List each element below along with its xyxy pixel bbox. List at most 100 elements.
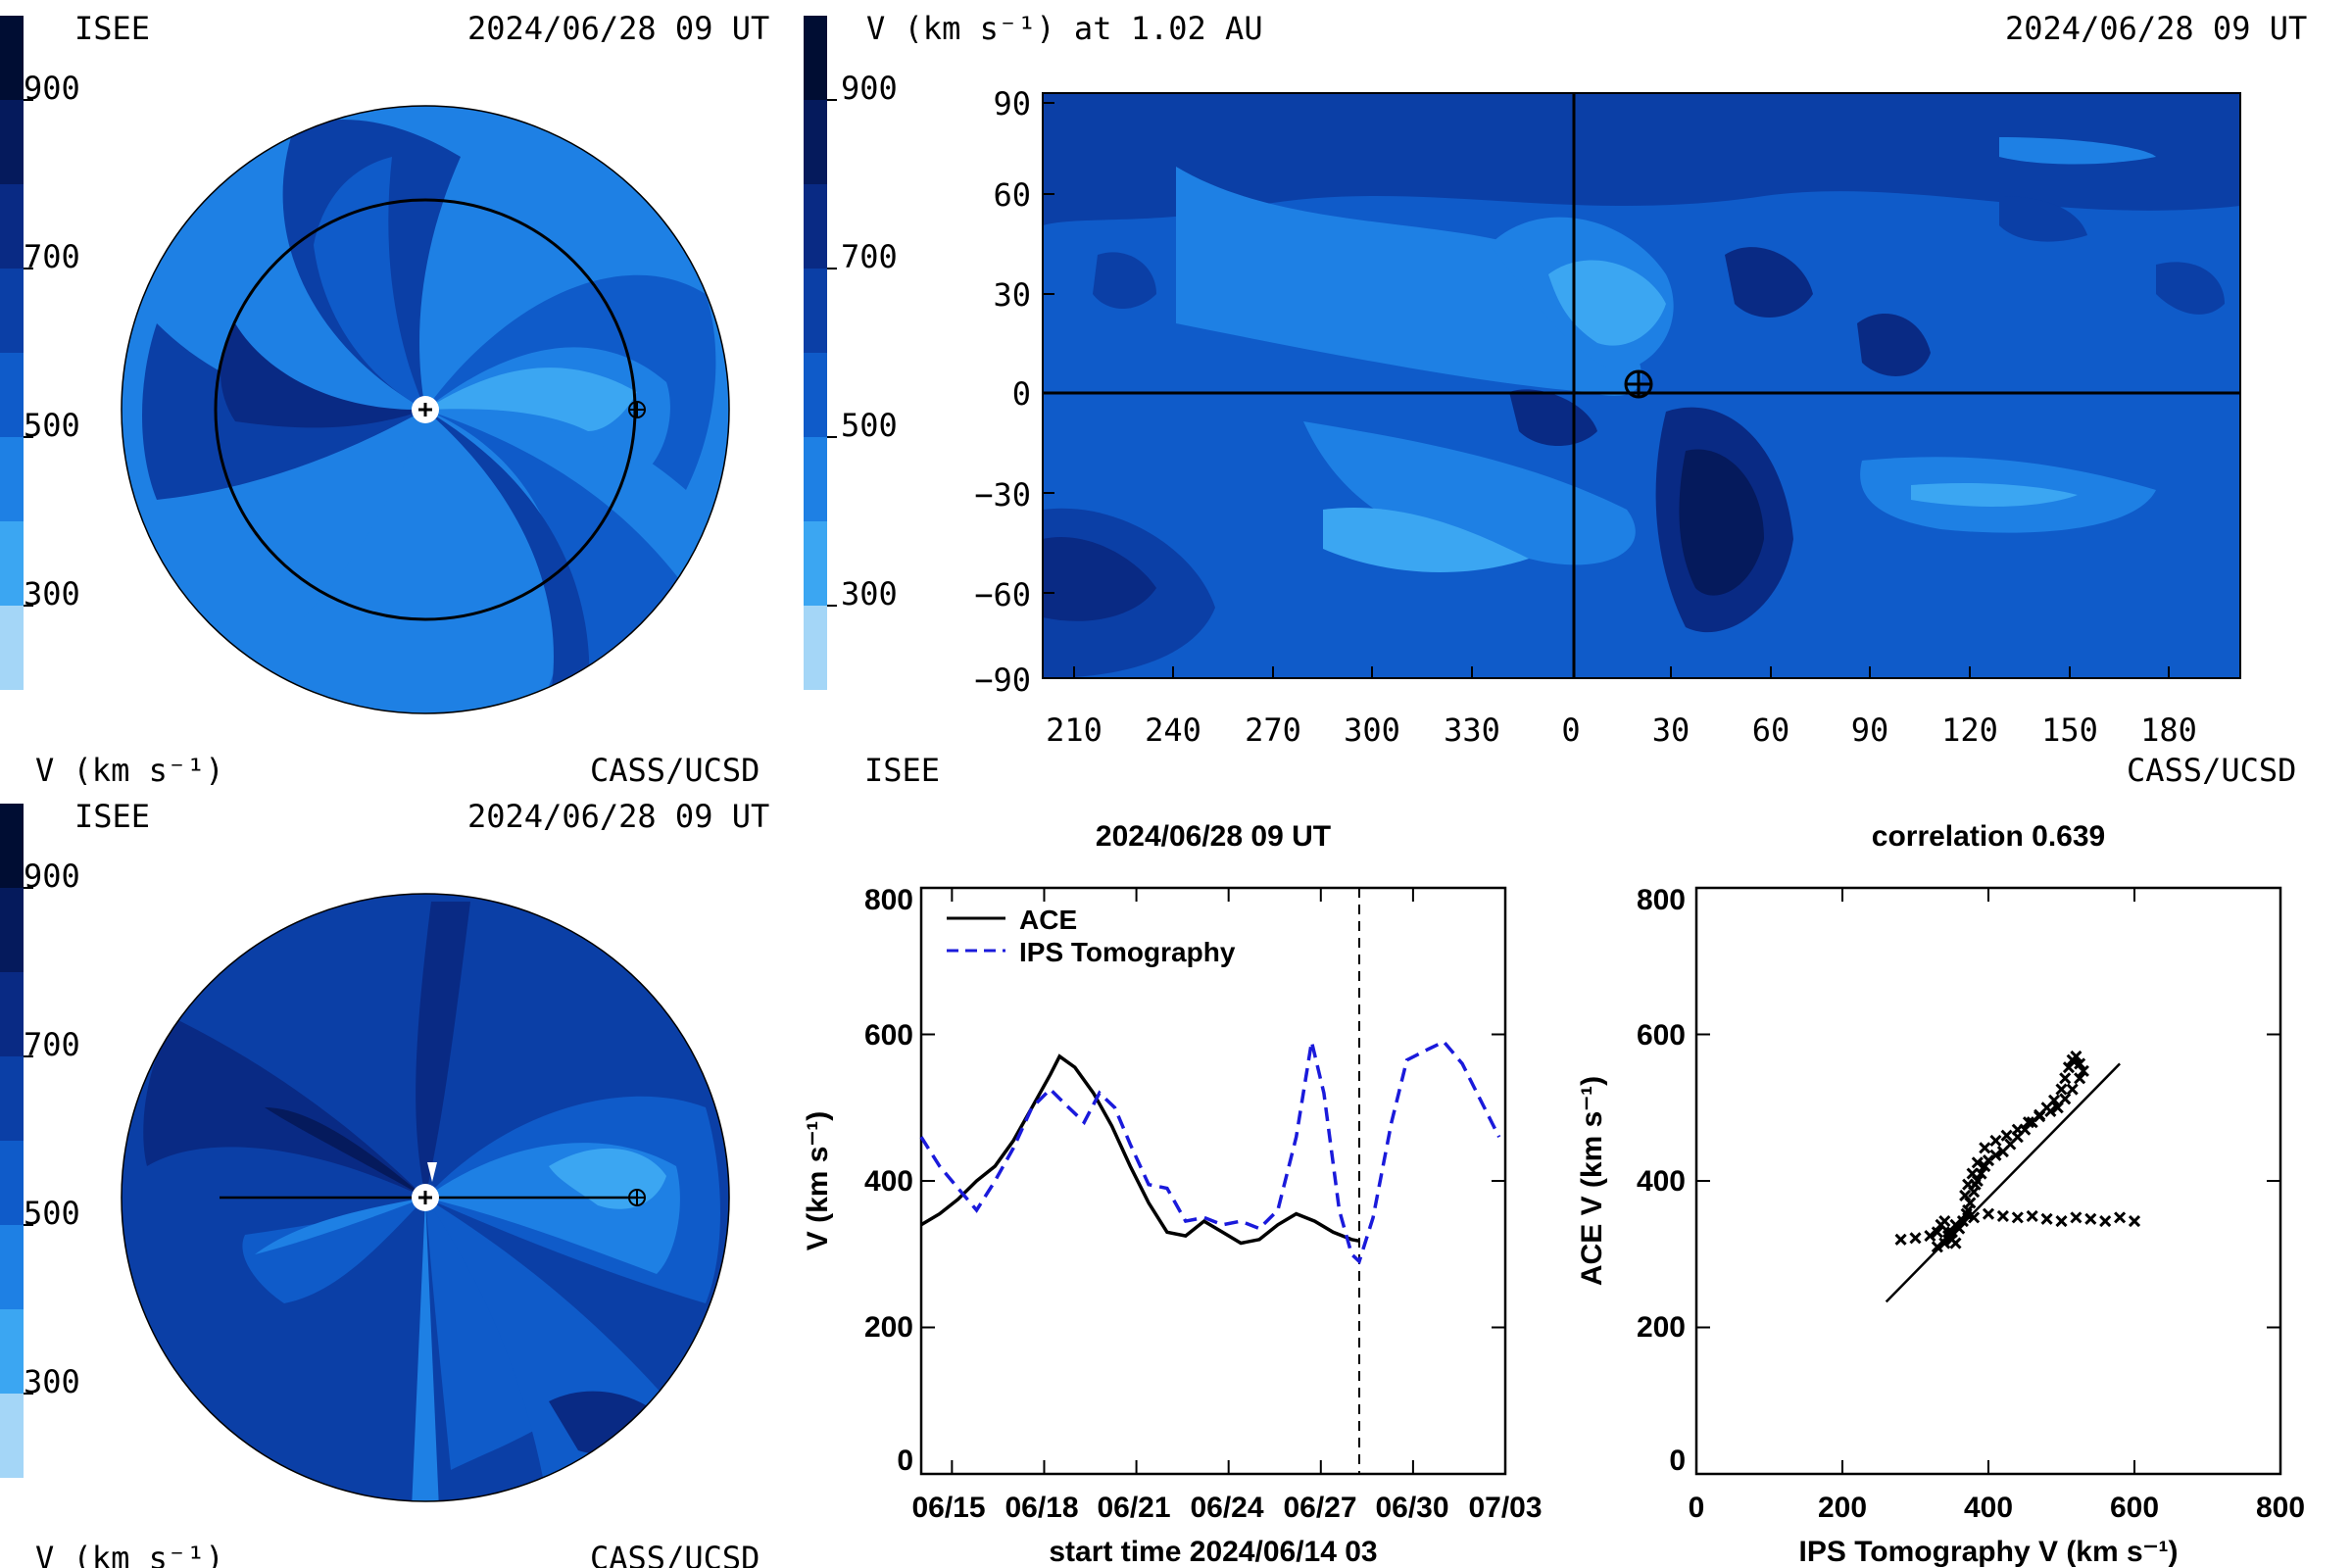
timeseries-title: 2024/06/28 09 UT: [1096, 820, 1331, 853]
x-tick-label: 06/21: [1097, 1492, 1170, 1524]
legend-label-ips: IPS Tomography: [1019, 937, 1236, 967]
earth-symbol-icon: [628, 1189, 646, 1206]
scatter-point: [1931, 1226, 1943, 1239]
lat-tick-label: −30: [974, 476, 1031, 514]
scatter-point: [2011, 1211, 2024, 1224]
lat-tick-label: 0: [1012, 375, 1031, 413]
scatter-point: [1962, 1178, 1975, 1191]
scatter-point: [2084, 1212, 2097, 1225]
y-tick-label: 0: [897, 1445, 913, 1477]
footer-left: ISEE: [864, 752, 940, 789]
scatter-point: [1938, 1215, 1951, 1228]
x-tick-label: 06/15: [911, 1492, 985, 1524]
lon-tick-label: 180: [2140, 711, 2197, 749]
disk-outline: [121, 105, 730, 714]
footer-right: CASS/UCSD: [590, 752, 760, 789]
scatter-x-tick-labels: 0 200 400 600 800: [1689, 1492, 2305, 1524]
timeseries-chart: 0 200 400 600 800 06/15 06/18 06/21 06/2…: [802, 820, 1543, 1568]
scatter-point: [1971, 1174, 1984, 1188]
lat-tick-label: 30: [993, 276, 1031, 314]
scatter-point: [2062, 1061, 2076, 1074]
colorbar-top-left: [0, 16, 33, 690]
y-tick-label: 400: [864, 1165, 913, 1198]
x-tick-label: 06/30: [1375, 1492, 1448, 1524]
y-tick-label: 400: [1637, 1165, 1686, 1198]
scatter-point: [1989, 1134, 2002, 1147]
scatter-y-label: ACE V (km s⁻¹): [1576, 1076, 1608, 1286]
scale-tick-label: 900: [24, 858, 80, 895]
colorbar-bottom-left: [0, 804, 33, 1478]
scale-tick-label: 700: [841, 238, 898, 275]
scatter-frame: [1694, 886, 2282, 1476]
scatter-point: [1979, 1159, 1991, 1173]
lat-tick-label: −60: [974, 576, 1031, 613]
scale-tick-label: 700: [24, 1026, 80, 1063]
scatter-point: [2000, 1129, 2013, 1142]
scatter-point: [2070, 1211, 2082, 1224]
header-right: 2024/06/28 09 UT: [2005, 10, 2307, 47]
x-tick-label: 200: [1818, 1492, 1867, 1524]
scale-tick-label: 300: [841, 575, 898, 612]
y-tick-label: 200: [1637, 1311, 1686, 1344]
colorbar-band: [804, 353, 827, 437]
scatter-point: [2040, 1212, 2053, 1225]
y-tick-label: 200: [864, 1311, 913, 1344]
earth-symbol-icon: [1624, 369, 1653, 399]
scatter-point: [2074, 1072, 2086, 1085]
colorbar-band: [0, 972, 24, 1056]
scatter-point: [1982, 1154, 1995, 1167]
colorbar-band: [0, 1309, 24, 1394]
colorbar-band: [0, 269, 24, 353]
x-tick-label: 06/18: [1004, 1492, 1078, 1524]
x-tick-label: 0: [1689, 1492, 1705, 1524]
scatter-point: [2011, 1123, 2024, 1136]
lon-tick-label: 330: [1444, 711, 1500, 749]
scatter-point: [2055, 1215, 2068, 1228]
colorbar-ticks-top-right: 900 700 500 300: [841, 70, 898, 612]
lon-tick-label: 240: [1145, 711, 1201, 749]
timeseries-y-label: V (km s⁻¹): [802, 1111, 834, 1251]
timeseries-legend: ACE IPS Tomography: [947, 905, 1236, 967]
scatter-point: [2055, 1083, 2068, 1096]
lat-tick-label: 60: [993, 176, 1031, 214]
scatter-point: [1894, 1233, 1907, 1246]
scatter-point: [1971, 1156, 1984, 1169]
ace-series-line: [920, 1054, 1360, 1246]
footer-left: V (km s⁻¹): [35, 1540, 224, 1568]
lon-tick-label: 90: [1851, 711, 1889, 749]
lon-tick-label: 300: [1344, 711, 1400, 749]
x-tick-label: 600: [2110, 1492, 2159, 1524]
scatter-points: [1885, 1050, 2141, 1303]
timeseries-ticks: [921, 887, 1506, 1475]
footer-right: CASS/UCSD: [2127, 752, 2296, 789]
x-tick-label: 06/27: [1283, 1492, 1356, 1524]
lon-tick-label: 270: [1245, 711, 1301, 749]
scatter-point: [2070, 1050, 2082, 1062]
colorbar-band: [0, 888, 24, 972]
scatter-point: [2047, 1094, 2061, 1106]
colorbar-band: [804, 269, 827, 353]
colorbar-band: [0, 184, 24, 269]
colorbar-ticks-bottom-left: 900 700 500 300: [24, 858, 80, 1400]
scatter-point: [2034, 1110, 2046, 1123]
map-axis-ticks: [1043, 102, 2170, 679]
legend-label-ace: ACE: [1019, 905, 1077, 935]
colorbar-ticks-top-left: 900 700 500 300: [24, 70, 80, 612]
scale-tick-label: 500: [24, 1195, 80, 1232]
y-tick-label: 600: [864, 1019, 913, 1052]
scatter-point: [2114, 1211, 2127, 1224]
colorbar-band: [0, 1394, 24, 1478]
lon-tick-label: 30: [1652, 711, 1690, 749]
header-left: ISEE: [74, 10, 150, 47]
scale-tick-label: 300: [24, 1363, 80, 1400]
scatter-point: [2022, 1116, 2035, 1129]
scatter-point: [2044, 1104, 2057, 1118]
scatter-y-tick-labels: 0 200 400 600 800: [1637, 884, 1686, 1477]
x-tick-label: 06/24: [1190, 1492, 1263, 1524]
colorbar-band: [0, 1056, 24, 1141]
synoptic-map: [1043, 93, 2240, 678]
scatter-point: [1979, 1142, 1991, 1154]
sun-symbol-icon: [412, 1162, 439, 1211]
lon-tick-label: 210: [1046, 711, 1102, 749]
